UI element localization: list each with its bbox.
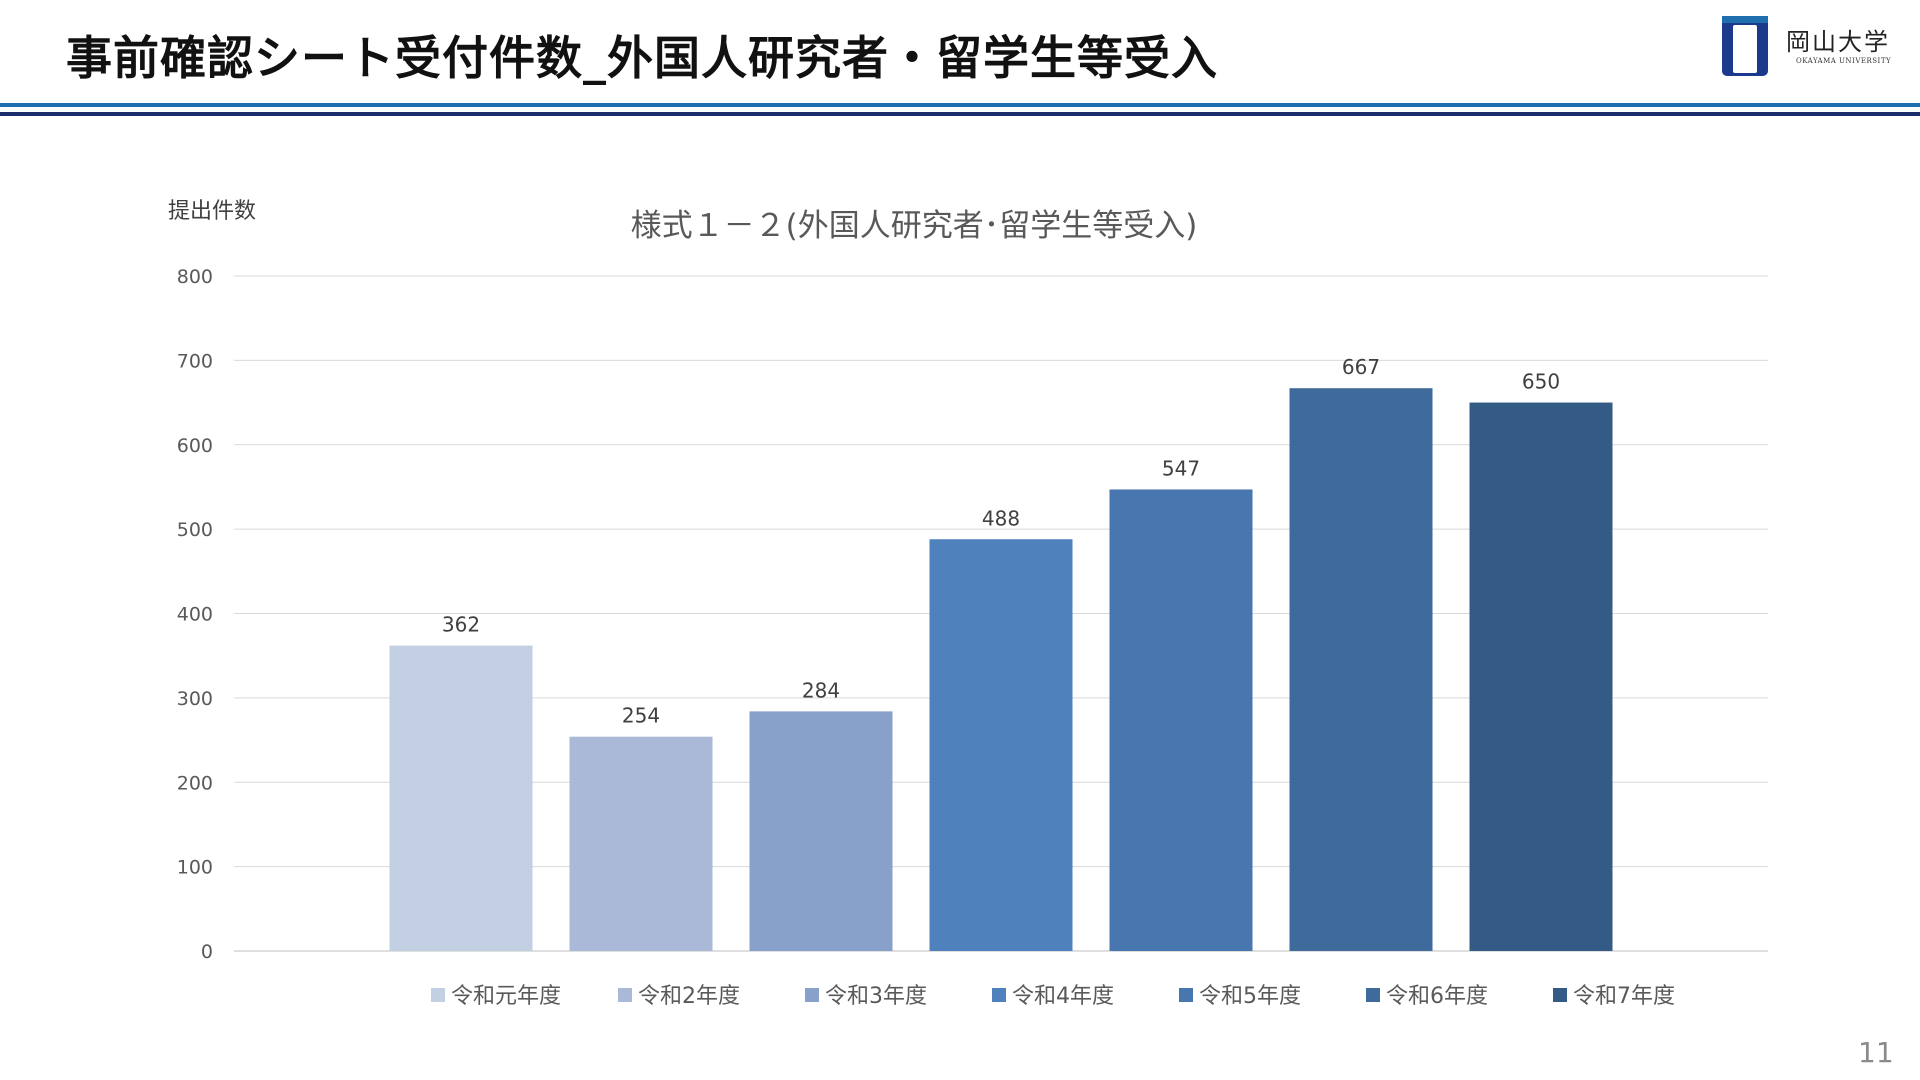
bar — [1289, 388, 1433, 951]
legend-swatch — [1366, 988, 1380, 1002]
data-label: 547 — [1162, 456, 1200, 480]
data-label: 284 — [802, 678, 840, 702]
y-tick-label: 600 — [177, 435, 213, 457]
y-tick-label: 500 — [177, 519, 213, 541]
logo-name: 岡山大学 — [1786, 28, 1890, 56]
legend-swatch — [992, 988, 1006, 1002]
legend-swatch — [431, 988, 445, 1002]
data-label: 254 — [622, 704, 660, 728]
logo-emblem-icon — [1722, 16, 1768, 76]
legend-label: 令和3年度 — [825, 984, 927, 1009]
legend-label: 令和7年度 — [1573, 984, 1675, 1009]
legend-label: 令和4年度 — [1012, 984, 1114, 1009]
data-label: 650 — [1522, 370, 1560, 394]
title-divider-bottom — [0, 112, 1920, 116]
bar — [929, 539, 1073, 951]
legend-item: 令和3年度 — [805, 984, 927, 1009]
legend-label: 令和5年度 — [1199, 984, 1301, 1009]
y-tick-label: 300 — [177, 688, 213, 710]
legend-swatch — [805, 988, 819, 1002]
chart-legend: 令和元年度 令和2年度 令和3年度 令和4年度 令和5年度 令和6年度 令和7年度 — [431, 984, 1675, 1009]
bar — [569, 736, 713, 951]
bar — [389, 645, 533, 951]
y-tick-label: 400 — [177, 604, 213, 626]
y-axis: 0 100 200 300 400 500 600 700 800 — [177, 266, 213, 963]
y-tick-label: 200 — [177, 772, 213, 794]
legend-swatch — [618, 988, 632, 1002]
legend-swatch — [1553, 988, 1567, 1002]
legend-label: 令和6年度 — [1386, 984, 1488, 1009]
title-divider-top — [0, 103, 1920, 107]
y-tick-label: 0 — [201, 941, 213, 963]
data-label: 362 — [442, 613, 480, 637]
y-axis-title: 提出件数 — [168, 199, 256, 224]
y-tick-label: 100 — [177, 857, 213, 879]
chart-data-labels: 362 254 284 488 547 667 650 — [442, 355, 1560, 727]
university-logo: 岡山大学 OKAYAMA UNIVERSITY — [1722, 16, 1902, 82]
legend-item: 令和元年度 — [431, 984, 561, 1009]
data-label: 488 — [982, 506, 1020, 530]
legend-label: 令和2年度 — [638, 984, 740, 1009]
legend-item: 令和4年度 — [992, 984, 1114, 1009]
y-tick-label: 800 — [177, 266, 213, 288]
chart-title: 様式１－２(外国人研究者･留学生等受入) — [631, 208, 1198, 244]
y-tick-label: 700 — [177, 350, 213, 372]
data-label: 667 — [1342, 355, 1380, 379]
legend-item: 令和7年度 — [1553, 984, 1675, 1009]
page-number: 11 — [1858, 1036, 1894, 1069]
bar — [749, 711, 893, 951]
logo-subtitle: OKAYAMA UNIVERSITY — [1796, 57, 1892, 65]
legend-swatch — [1179, 988, 1193, 1002]
legend-item: 令和2年度 — [618, 984, 740, 1009]
legend-item: 令和5年度 — [1179, 984, 1301, 1009]
chart-bars — [389, 388, 1613, 951]
bar — [1469, 402, 1613, 951]
page-title: 事前確認シート受付件数_外国人研究者・留学生等受入 — [66, 31, 1218, 85]
legend-item: 令和6年度 — [1366, 984, 1488, 1009]
bar — [1109, 489, 1253, 951]
legend-label: 令和元年度 — [451, 984, 561, 1009]
